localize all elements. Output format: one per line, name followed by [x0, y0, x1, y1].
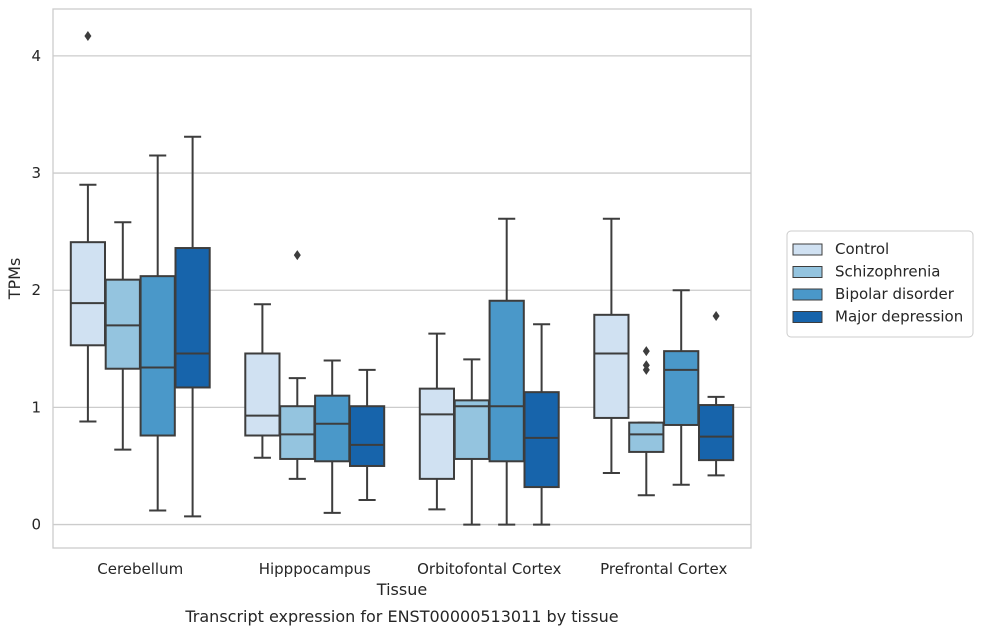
- box: [697, 310, 735, 477]
- outlier-point: [642, 346, 650, 357]
- box-body: [174, 247, 211, 389]
- box: [139, 154, 176, 512]
- y-tick-label: 0: [31, 516, 41, 534]
- box-body: [453, 399, 490, 460]
- x-axis-label: Tissue: [376, 580, 427, 599]
- legend: Control Schizophrenia Bipolar disorder Majo…: [786, 230, 974, 338]
- legend-swatch: [792, 243, 823, 256]
- plot-frame: [52, 8, 752, 549]
- y-tick-label: 1: [31, 398, 41, 416]
- y-tick-label: 3: [31, 164, 41, 182]
- x-tick-label: Orbitofontal Cortex: [417, 560, 561, 578]
- box: [418, 332, 456, 511]
- box-body: [663, 350, 700, 426]
- box: [279, 250, 316, 480]
- legend-frame: [786, 230, 974, 338]
- y-axis-ticks: 0 1 2 3 4: [31, 47, 41, 534]
- box: [663, 289, 700, 486]
- outlier-point: [642, 360, 650, 371]
- box-body: [418, 387, 456, 480]
- series-major-depression: [174, 135, 735, 526]
- legend-item: Major depression: [792, 308, 963, 326]
- chart-caption: Transcript expression for ENST0000051301…: [184, 607, 618, 626]
- legend-swatch: [792, 311, 823, 323]
- y-axis-label: TPMs: [5, 258, 24, 301]
- box: [244, 303, 281, 459]
- box-body: [593, 313, 630, 419]
- box-body: [139, 275, 176, 437]
- box: [488, 217, 525, 526]
- legend-label: Control: [835, 240, 889, 258]
- box-body: [628, 421, 665, 453]
- legend-swatch: [792, 288, 823, 301]
- x-axis-ticks: Cerebellum Hipppocampus Orbitofontal Corte…: [97, 560, 727, 578]
- legend-item: Control: [792, 240, 889, 258]
- box-body: [523, 391, 560, 489]
- outlier-point: [712, 310, 720, 321]
- legend-swatch: [792, 266, 823, 278]
- box: [174, 135, 211, 518]
- series-schizophrenia: [104, 221, 665, 526]
- box-body: [244, 352, 281, 437]
- box-body: [348, 405, 386, 467]
- box-body: [104, 278, 141, 370]
- box: [314, 359, 351, 514]
- box: [628, 346, 665, 497]
- x-tick-label: Prefrontal Cortex: [600, 560, 727, 578]
- box: [104, 221, 141, 451]
- outlier-point: [84, 30, 92, 41]
- legend-label: Schizophrenia: [835, 263, 940, 281]
- legend-label: Major depression: [835, 308, 963, 326]
- x-tick-label: Cerebellum: [97, 560, 183, 578]
- y-tick-label: 4: [31, 47, 41, 65]
- box-body: [697, 404, 735, 462]
- box-body: [488, 299, 525, 463]
- box: [69, 30, 107, 423]
- box-body: [279, 405, 316, 460]
- box: [348, 368, 386, 501]
- legend-item: Schizophrenia: [792, 263, 940, 281]
- outlier-point: [293, 250, 301, 261]
- y-tick-label: 2: [31, 281, 41, 299]
- box: [593, 217, 630, 475]
- legend-item: Bipolar disorder: [792, 285, 955, 303]
- legend-label: Bipolar disorder: [835, 285, 955, 303]
- box: [453, 358, 490, 526]
- box-body: [69, 241, 107, 347]
- box-body: [314, 394, 351, 463]
- box-series-group: [69, 30, 735, 526]
- series-bipolar-disorder: [139, 154, 700, 526]
- x-tick-label: Hipppocampus: [259, 560, 371, 578]
- box: [523, 323, 560, 526]
